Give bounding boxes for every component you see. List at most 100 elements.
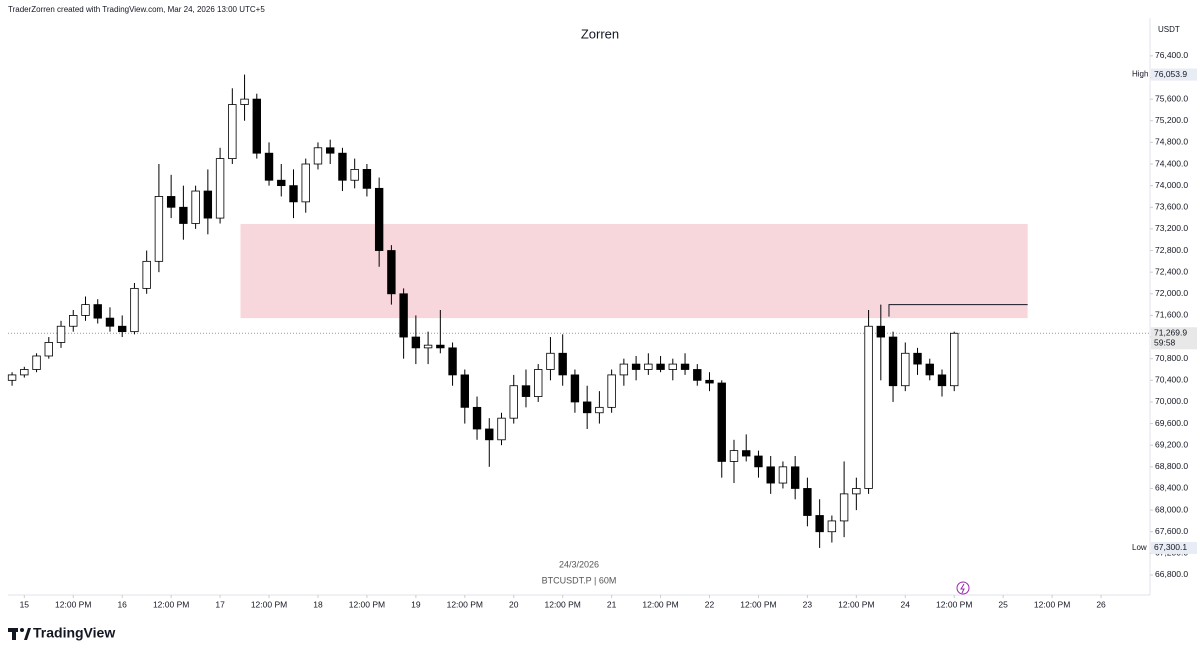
candle xyxy=(154,164,164,273)
candle-body xyxy=(277,179,286,187)
candle xyxy=(7,372,17,386)
candle-body xyxy=(644,363,653,370)
candle xyxy=(913,347,922,375)
candle-body xyxy=(509,385,518,419)
candle xyxy=(656,355,665,373)
marker-label: 67,300.1 xyxy=(1154,542,1187,552)
candle-body xyxy=(668,363,678,370)
candle xyxy=(582,385,592,429)
candle xyxy=(509,374,518,424)
candle-body xyxy=(264,152,274,181)
candle-body xyxy=(32,355,41,370)
candle-body xyxy=(937,374,947,387)
candle-body xyxy=(582,401,592,414)
candle xyxy=(56,320,66,348)
candle-body xyxy=(436,344,445,349)
last-price-label: 71,269.9 xyxy=(1154,328,1187,338)
candle xyxy=(717,380,726,478)
candle-body xyxy=(754,455,763,468)
candle xyxy=(570,369,580,413)
marker-name: Low xyxy=(1132,543,1147,552)
y-tick-label: 69,600.0 xyxy=(1155,418,1188,428)
candle-body xyxy=(913,352,922,365)
candle-body xyxy=(656,363,665,370)
candle-body xyxy=(191,190,200,224)
y-tick-label: 72,000.0 xyxy=(1155,288,1188,298)
y-tick-label: 76,400.0 xyxy=(1155,50,1188,60)
candle-body xyxy=(839,493,849,522)
x-tick-label: 12:00 PM xyxy=(936,599,972,609)
x-tick-label: 24 xyxy=(901,599,911,609)
candle-body xyxy=(790,466,800,489)
candle xyxy=(876,304,886,381)
candle xyxy=(754,450,763,478)
candle xyxy=(595,391,604,424)
candle xyxy=(937,369,947,397)
event-icon[interactable] xyxy=(956,581,970,595)
candle xyxy=(81,296,90,321)
candle xyxy=(362,164,372,197)
candle-body xyxy=(680,363,690,370)
y-tick-label: 74,800.0 xyxy=(1155,137,1188,147)
candle xyxy=(668,358,678,381)
candle-body xyxy=(326,147,335,154)
candle xyxy=(631,355,641,381)
candle-body xyxy=(852,488,861,495)
x-tick-label: 20 xyxy=(509,599,519,609)
candle-body xyxy=(228,104,237,159)
candle-body xyxy=(301,163,310,203)
candle-body xyxy=(69,315,78,327)
candle-body xyxy=(203,190,213,219)
candle xyxy=(277,164,286,197)
candle-body xyxy=(742,450,751,457)
candle xyxy=(215,147,225,224)
x-tick-label: 12:00 PM xyxy=(55,599,91,609)
candle xyxy=(44,337,53,359)
x-tick-label: 15 xyxy=(20,599,30,609)
candle-body xyxy=(521,385,531,397)
y-tick-label: 72,800.0 xyxy=(1155,245,1188,255)
candle-body xyxy=(142,260,151,289)
x-tick-label: 26 xyxy=(1096,599,1106,609)
candle-body xyxy=(534,369,543,397)
candle xyxy=(387,245,396,305)
candle-body xyxy=(729,450,739,462)
x-tick-label: 12:00 PM xyxy=(447,599,483,609)
candle xyxy=(93,299,102,324)
candle-body xyxy=(118,325,127,333)
y-tick-label: 73,600.0 xyxy=(1155,202,1188,212)
candle xyxy=(521,369,531,408)
candle-body xyxy=(876,325,886,338)
candle xyxy=(289,169,298,219)
marker-box xyxy=(1151,68,1197,81)
candle-body xyxy=(888,336,898,387)
candle-body xyxy=(399,293,408,338)
candle xyxy=(326,139,335,165)
candle xyxy=(950,331,959,392)
candle xyxy=(20,366,29,378)
candle-body xyxy=(374,187,384,251)
candle xyxy=(864,310,873,494)
candle xyxy=(534,364,543,402)
candle xyxy=(411,315,421,365)
y-tick-label: 70,800.0 xyxy=(1155,353,1188,363)
candle xyxy=(803,477,812,527)
candle xyxy=(888,331,898,402)
candle-body xyxy=(460,374,469,408)
y-tick-label: 70,400.0 xyxy=(1155,375,1188,385)
candle-body xyxy=(778,466,788,484)
x-tick-label: 23 xyxy=(803,599,813,609)
candle-body xyxy=(56,325,66,343)
brand: TradingView xyxy=(33,625,115,641)
candle xyxy=(472,396,482,440)
event-icon-bolt xyxy=(960,583,965,594)
candle xyxy=(546,337,555,381)
candle xyxy=(191,185,200,229)
candle-body xyxy=(411,336,421,349)
candle-body xyxy=(179,206,188,224)
candle xyxy=(118,315,127,338)
candle xyxy=(252,93,261,159)
candle xyxy=(436,310,445,354)
candle xyxy=(423,331,433,365)
